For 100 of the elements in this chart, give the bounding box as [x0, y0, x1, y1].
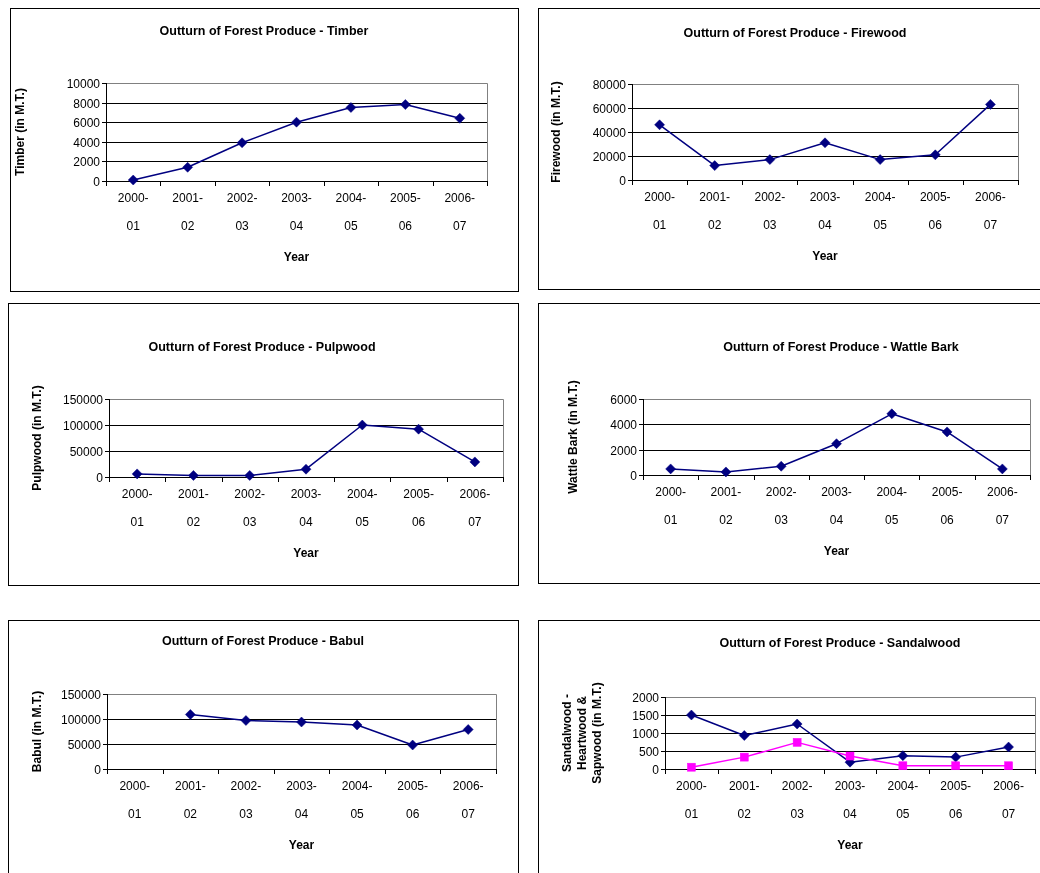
x-axis-title: Year: [283, 250, 310, 264]
y-tick-label: 50000: [67, 737, 102, 752]
y-axis-title: Firewood (in M.T.): [549, 81, 563, 183]
x-tick-label: 2002-03: [781, 779, 813, 821]
point: [400, 99, 411, 110]
x-tick-label: 2000-01: [121, 487, 153, 529]
y-axis-title: Timber (in M.T.): [13, 88, 27, 176]
x-axis-title: Year: [293, 546, 320, 560]
x-tick-label: 2003-04: [281, 191, 312, 233]
y-tick-label: 150000: [60, 687, 102, 702]
y-tick-label: 100000: [60, 712, 102, 727]
x-tick-label: 2001-02: [699, 190, 731, 232]
point: [997, 463, 1008, 475]
x-tick-label: 2002-03: [230, 779, 262, 821]
point: [898, 761, 908, 771]
y-tick-label: 1000: [632, 726, 660, 741]
x-tick-label: 2005-06: [390, 191, 421, 233]
x-tick-label: 2006-07: [459, 487, 491, 529]
point: [886, 408, 898, 420]
x-tick-label: 2005-06: [919, 190, 951, 232]
y-tick-label: 100000: [62, 418, 104, 433]
x-tick-label: 2002-03: [226, 191, 258, 233]
x-tick-label: 2006-07: [993, 779, 1024, 821]
point: [462, 724, 474, 735]
x-tick-label: 2000-01: [655, 485, 686, 527]
x-tick-label: 2000-01: [676, 779, 707, 821]
y-axis-title: Babul (in M.T.): [30, 690, 44, 773]
y-axis-title: Sandalwood - Heartwood & Sapwood (in M.T.): [560, 682, 604, 784]
point: [897, 750, 909, 761]
point: [127, 174, 139, 186]
x-tick-label: 2001-02: [178, 487, 209, 529]
point: [950, 751, 961, 763]
point: [413, 423, 424, 435]
x-tick-label: 2000-01: [117, 191, 149, 233]
point: [709, 160, 720, 171]
x-tick-label: 2003-04: [809, 190, 841, 232]
y-axis-title: Pulpwood (in M.T.): [30, 385, 44, 491]
point: [357, 419, 368, 431]
y-tick-label: 10000: [66, 76, 101, 91]
x-tick-label: 2004-05: [346, 487, 378, 529]
x-tick-label: 2003-04: [286, 779, 317, 821]
y-tick-label: 4000: [610, 417, 638, 432]
y-tick-label: 2000: [73, 154, 101, 169]
x-tick-label: 2005-06: [940, 779, 972, 821]
point: [454, 113, 466, 124]
x-tick-label: 2001-02: [175, 779, 206, 821]
y-tick-label: 0: [96, 470, 104, 485]
y-tick-label: 80000: [592, 77, 627, 92]
x-tick-label: 2001-02: [710, 485, 742, 527]
point: [819, 137, 831, 149]
y-tick-label: 60000: [592, 101, 627, 116]
y-tick-label: 50000: [69, 444, 104, 459]
point: [407, 739, 418, 751]
point: [654, 119, 665, 131]
y-tick-label: 0: [652, 762, 660, 777]
y-tick-label: 0: [630, 468, 638, 483]
x-tick-label: 2000-01: [119, 779, 151, 821]
chart-title: Outturn of Forest Produce - Wattle Bark: [723, 340, 959, 354]
x-tick-label: 2002-03: [754, 190, 786, 232]
y-tick-label: 4000: [73, 135, 101, 150]
x-tick-label: 2003-04: [834, 779, 866, 821]
y-tick-label: 0: [619, 173, 627, 188]
point: [236, 137, 248, 149]
x-tick-label: 2006-07: [975, 190, 1006, 232]
point: [941, 426, 953, 438]
y-tick-label: 2000: [632, 690, 660, 705]
point: [764, 154, 776, 165]
x-axis-title: Year: [823, 544, 850, 558]
point: [686, 709, 697, 721]
point: [351, 719, 363, 731]
point: [182, 162, 193, 173]
x-tick-label: 2005-06: [397, 779, 428, 821]
point: [665, 463, 676, 475]
point: [296, 716, 307, 728]
chart-title: Outturn of Forest Produce - Sandalwood: [719, 636, 961, 650]
x-axis-title: Year: [837, 838, 864, 852]
point: [131, 468, 143, 480]
x-tick-label: 2004-05: [864, 190, 896, 232]
point: [188, 470, 199, 481]
point: [240, 715, 252, 726]
y-tick-label: 2000: [610, 443, 638, 458]
y-tick-label: 500: [638, 744, 660, 759]
y-tick-label: 0: [94, 762, 102, 777]
y-tick-label: 150000: [62, 392, 104, 407]
y-tick-label: 6000: [610, 392, 638, 407]
x-tick-label: 2003-04: [290, 487, 322, 529]
point: [951, 761, 960, 771]
x-axis-title: Year: [288, 838, 315, 852]
x-tick-label: 2004-05: [335, 191, 367, 233]
point: [720, 466, 732, 478]
point: [930, 149, 941, 161]
point: [740, 752, 749, 762]
chart-title: Outturn of Forest Produce - Pulpwood: [148, 340, 376, 354]
chart-title: Outturn of Forest Produce - Timber: [159, 24, 369, 38]
x-tick-label: 2004-05: [876, 485, 908, 527]
point: [985, 99, 996, 110]
point: [775, 461, 787, 472]
point: [687, 762, 696, 772]
point: [831, 438, 842, 449]
x-tick-label: 2005-06: [403, 487, 434, 529]
